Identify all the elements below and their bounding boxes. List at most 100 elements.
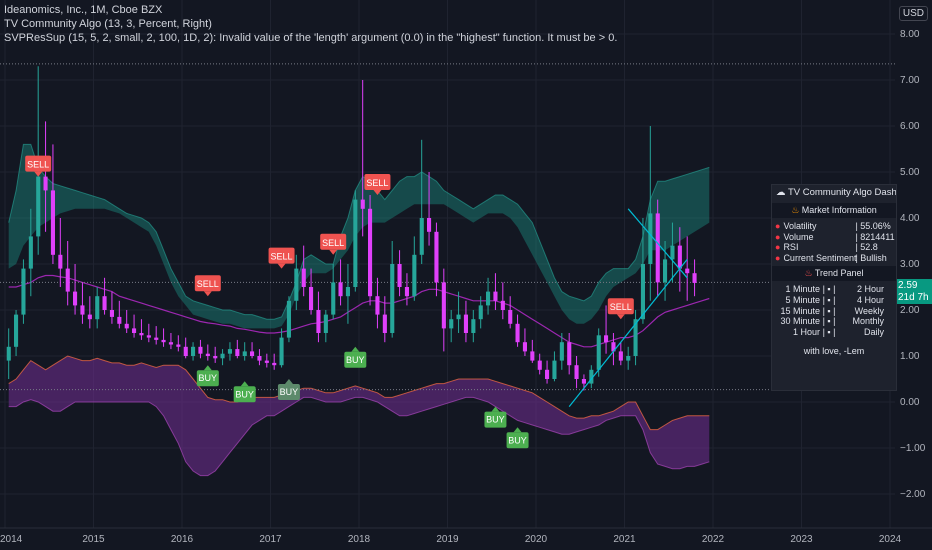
candle-body bbox=[73, 291, 78, 306]
fire-icon: ♨ bbox=[791, 205, 800, 215]
signal-buy: BUY bbox=[506, 427, 529, 449]
candle-body bbox=[6, 346, 11, 361]
signal-arrow bbox=[616, 314, 625, 320]
candle-body bbox=[655, 213, 660, 283]
candle-body bbox=[419, 218, 424, 255]
candle-body bbox=[559, 342, 564, 361]
time-tick-label: 2022 bbox=[702, 534, 725, 545]
indicator-legend-algo[interactable]: TV Community Algo (13, 3, Percent, Right… bbox=[4, 17, 212, 31]
fire-icon: ♨ bbox=[804, 268, 813, 278]
candle-body bbox=[545, 369, 550, 379]
candle-body bbox=[316, 310, 321, 333]
time-tick-label: 2021 bbox=[613, 534, 636, 545]
candle-body bbox=[611, 342, 616, 352]
trend-label: 2 Hour bbox=[856, 284, 884, 294]
price-tick-label: 1.00 bbox=[900, 351, 920, 362]
trend-label: 30 Minute bbox=[780, 316, 820, 327]
price-tick-label: 7.00 bbox=[900, 75, 920, 86]
trend-cell-icon: | ▪ | bbox=[822, 294, 836, 305]
candle-body bbox=[581, 379, 586, 384]
candle-body bbox=[692, 273, 697, 283]
market-label: Current Sentiment bbox=[783, 252, 857, 263]
price-tick-label: −1.00 bbox=[900, 443, 926, 454]
symbol-title: Ideanomics, Inc., 1M, Cboe BZX bbox=[4, 4, 163, 16]
candle-body bbox=[43, 176, 48, 191]
signal-box bbox=[364, 174, 391, 190]
trend-label: 5 Minute bbox=[785, 294, 820, 305]
bar-countdown-label: 21d 7h bbox=[895, 291, 932, 304]
currency-badge[interactable]: USD bbox=[898, 6, 928, 21]
signal-label: BUY bbox=[486, 415, 505, 425]
market-row: ● Volume | 8214411 bbox=[772, 232, 896, 243]
candle-body bbox=[21, 268, 26, 315]
signal-box bbox=[506, 432, 529, 449]
signal-sell: SELL bbox=[194, 275, 221, 297]
signal-arrow bbox=[351, 346, 360, 352]
signal-sell: SELL bbox=[364, 174, 391, 195]
pin-icon: ● bbox=[775, 231, 781, 242]
wedge-line-upper bbox=[627, 208, 688, 279]
price-tick-label: 3.00 bbox=[900, 259, 920, 270]
moving-average-line bbox=[8, 274, 710, 348]
dashboard-footer: with love, -Lem bbox=[803, 345, 865, 356]
candle-body bbox=[456, 314, 461, 320]
candle-body bbox=[235, 349, 240, 356]
market-label: Volatility bbox=[783, 221, 817, 231]
candle-body bbox=[441, 282, 446, 329]
dashboard-title: TV Community Algo Dashboa bbox=[787, 187, 897, 198]
time-axis[interactable]: 2014 2015 2016 2017 2018 2019 2020 2021 2022 2023… bbox=[0, 527, 932, 550]
signal-arrow bbox=[277, 263, 286, 269]
chart-grid bbox=[0, 0, 895, 528]
market-value: | 55.06% bbox=[855, 221, 891, 231]
pin-icon: ● bbox=[775, 221, 781, 231]
price-tick-label: 5.00 bbox=[900, 167, 920, 178]
candle-body bbox=[537, 360, 542, 370]
candle-body bbox=[353, 199, 358, 287]
symbol-legend[interactable]: Ideanomics, Inc., 1M, Cboe BZX bbox=[4, 3, 162, 17]
indicator-legend-error[interactable]: SVPResSup (15, 5, 2, small, 2, 100, 1D, … bbox=[4, 31, 617, 45]
candle-body bbox=[146, 335, 151, 338]
trend-section-header: ♨ Trend Panel bbox=[772, 266, 896, 281]
signal-buy_weak: BUY bbox=[277, 379, 300, 400]
candle-body bbox=[685, 268, 690, 274]
signal-label: BUY bbox=[280, 387, 299, 397]
candle-body bbox=[309, 287, 314, 310]
candle-body bbox=[500, 300, 505, 310]
market-label: Volume bbox=[783, 231, 814, 242]
time-tick-label: 2024 bbox=[879, 534, 902, 545]
lower-band bbox=[8, 356, 710, 476]
candle-body bbox=[375, 296, 380, 315]
time-tick-label: 2018 bbox=[348, 534, 371, 545]
market-row: ● RSI | 52.8 bbox=[772, 242, 896, 253]
error-message: SVPResSup (15, 5, 2, small, 2, 100, 1D, … bbox=[4, 32, 618, 44]
cloud-icon: ☁ bbox=[776, 187, 786, 198]
candle-body bbox=[515, 323, 520, 343]
dashboard-header: ☁ TV Community Algo Dashboa bbox=[772, 185, 896, 200]
trend-label: 1 Hour bbox=[792, 327, 820, 338]
price-axis[interactable]: 8.00 7.00 6.00 5.00 4.00 3.00 2.00 1.00 0.00 −1.0… bbox=[895, 0, 932, 550]
candle-body bbox=[220, 353, 225, 359]
candle-body bbox=[412, 254, 417, 297]
price-tick-label: −2.00 bbox=[900, 489, 926, 500]
candle-body bbox=[618, 351, 623, 361]
candle-body bbox=[286, 300, 291, 338]
candle-body bbox=[449, 319, 454, 329]
candle-body bbox=[596, 335, 601, 370]
signal-arrow bbox=[491, 406, 500, 412]
candle-body bbox=[471, 319, 476, 333]
candle-body bbox=[28, 236, 33, 269]
candle-body bbox=[663, 259, 668, 283]
signal-arrow bbox=[329, 249, 338, 255]
market-row: ● Current Sentiment| Bullish bbox=[772, 253, 896, 264]
candle-body bbox=[670, 245, 675, 260]
signal-buy: BUY bbox=[344, 346, 367, 368]
trend-row: 1 Hour | ▪ | Daily bbox=[772, 327, 896, 338]
pin-icon: ● bbox=[775, 242, 781, 252]
candle-body bbox=[390, 264, 395, 333]
candle-body bbox=[117, 316, 122, 324]
candle-body bbox=[139, 333, 144, 336]
trend-row: 5 Minute | ▪ | 4 Hour bbox=[772, 295, 896, 306]
candle-body bbox=[567, 342, 572, 366]
